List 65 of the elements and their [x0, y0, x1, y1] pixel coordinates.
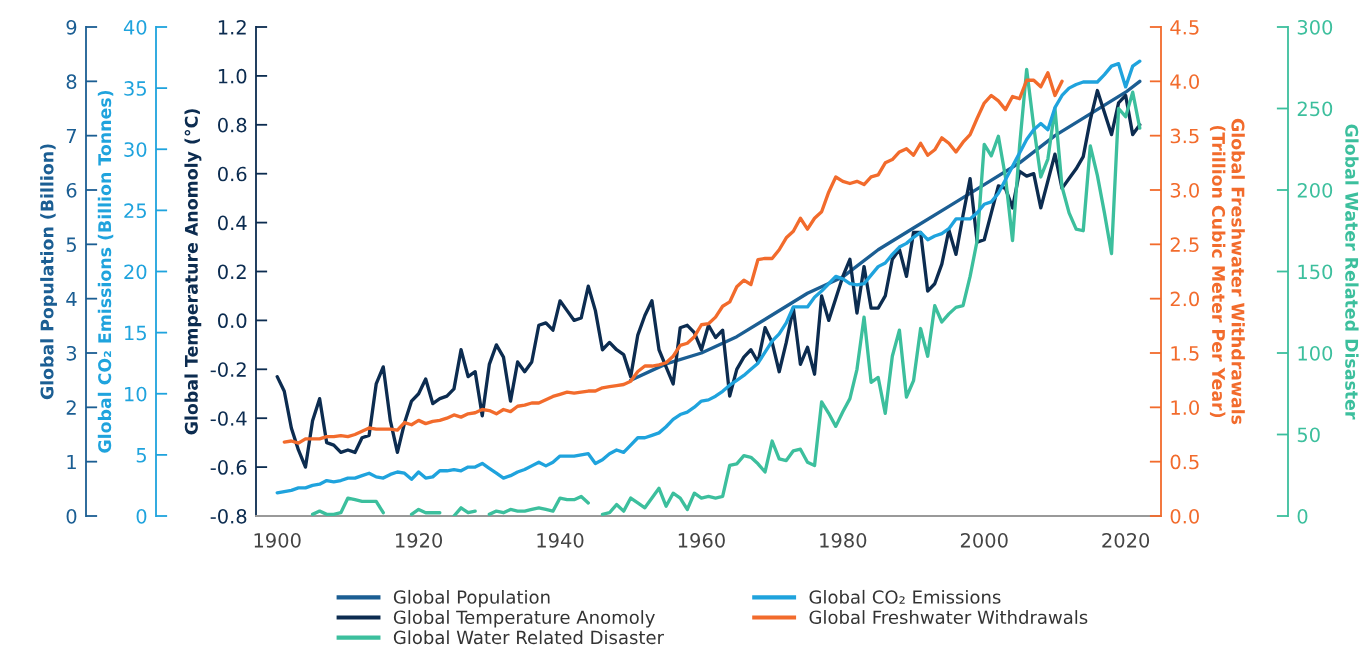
y2-axis-title: Global Freshwater Withdrawals (Trillion Cubic Meter Per Year)	[1209, 118, 1245, 425]
x-tick-label: 1980	[820, 533, 867, 548]
y-tick-label: -0.8	[210, 508, 247, 524]
y2-axis-title: Global Water Related Disaster	[1345, 124, 1359, 420]
y-tick-label: 0.0	[218, 313, 247, 329]
y-tick-label: 15	[125, 325, 146, 341]
x-tick-label: 2020	[1102, 533, 1150, 548]
y-tick-label: 8	[66, 74, 77, 89]
y-tick-label: 0	[136, 508, 147, 524]
y-tick-label: 0.4	[218, 215, 247, 231]
y2-tick-label: 100	[1298, 345, 1333, 361]
y-axis-title: Global CO₂ Emissions (Billion Tonnes)	[97, 90, 114, 453]
y2-tick-label: 50	[1297, 427, 1320, 443]
y-tick-label: 40	[123, 19, 147, 35]
y2-tick-label: 2.5	[1170, 237, 1199, 252]
y2-tick-label: 4.5	[1170, 20, 1199, 35]
y-tick-label: 0	[66, 508, 77, 524]
legend-label: Global Freshwater Withdrawals	[809, 610, 1088, 625]
y2-tick-label: 0.5	[1170, 454, 1199, 470]
y-tick-label: -0.6	[210, 460, 247, 475]
y-tick-label: 30	[124, 142, 147, 157]
x-tick-label: 1940	[537, 533, 584, 548]
y2-tick-label: 4.0	[1170, 74, 1199, 89]
y-tick-label: -0.4	[210, 411, 247, 426]
y2-tick-label: 150	[1298, 264, 1333, 280]
y-tick-label: 35	[124, 81, 146, 96]
y-axis-title: Global Population (Billion)	[40, 144, 57, 400]
y-tick-label: 20	[124, 264, 147, 280]
y-axis-title: Global Temperature Anomoly (°C)	[184, 109, 202, 435]
y-tick-label: 1	[67, 454, 76, 470]
y2-tick-label: 1.0	[1171, 400, 1199, 415]
y-tick-label: 2	[66, 400, 76, 415]
line-series	[282, 70, 1064, 445]
legend-label: Global Temperature Anomoly	[393, 610, 655, 628]
y2-tick-label: 3.5	[1170, 128, 1199, 144]
x-tick-label: 1900	[254, 533, 301, 548]
y2-tick-label: 2.0	[1170, 291, 1199, 307]
y2-tick-label: 3.0	[1170, 182, 1199, 198]
x-tick-label: 1960	[678, 533, 725, 548]
y-tick-label: 1.2	[218, 19, 246, 35]
y-tick-label: -0.2	[210, 362, 246, 377]
y-tick-label: 0.8	[218, 117, 247, 133]
y-tick-label: 7	[66, 128, 76, 144]
y2-tick-label: 250	[1297, 101, 1333, 117]
x-tick-label: 2000	[960, 533, 1008, 548]
x-tick-label: 1920	[396, 533, 443, 548]
y-tick-label: 3	[66, 345, 77, 361]
y2-tick-label: 200	[1297, 182, 1333, 198]
y-tick-label: 5	[136, 448, 146, 463]
y-tick-label: 9	[66, 19, 77, 35]
y-tick-label: 0.6	[218, 166, 247, 182]
y2-tick-label: 0	[1297, 508, 1308, 524]
y-tick-label: 0.2	[218, 264, 246, 280]
y2-tick-label: 0.0	[1170, 508, 1199, 524]
y-tick-label: 1.0	[218, 68, 247, 84]
y2-tick-label: 1.5	[1171, 346, 1199, 361]
legend-label: Global Water Related Disaster	[393, 630, 665, 645]
y-tick-label: 5	[66, 237, 76, 252]
y-tick-label: 4	[66, 291, 77, 307]
legend-label: Global Population	[393, 589, 550, 608]
y-tick-label: 25	[124, 203, 146, 219]
y-tick-label: 6	[66, 182, 77, 198]
y2-tick-label: 300	[1297, 19, 1333, 35]
legend-label: Global CO₂ Emissions	[809, 589, 1001, 604]
y-tick-label: 10	[125, 386, 147, 402]
